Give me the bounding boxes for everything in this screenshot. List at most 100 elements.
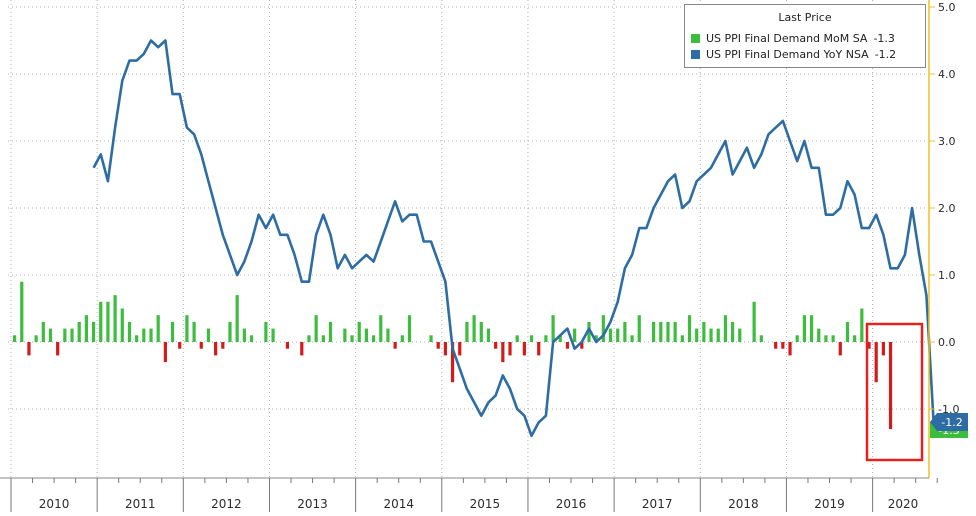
mom-bar — [673, 321, 677, 342]
mom-bar — [809, 315, 814, 342]
mom-bar — [271, 328, 275, 342]
legend-swatch-yoy — [691, 49, 700, 59]
x-tick-label: 2010 — [39, 497, 70, 511]
mom-bar — [537, 342, 541, 356]
mom-bar — [723, 315, 728, 342]
mom-bar — [156, 315, 160, 342]
legend-label-mom: US PPI Final Demand MoM SA — [706, 31, 868, 45]
mom-bar — [802, 315, 806, 342]
mom-bar — [472, 315, 476, 342]
mom-bar — [508, 342, 512, 356]
mom-bar — [666, 321, 670, 342]
y-tick-label: -1.0 — [938, 403, 959, 416]
mom-bar — [228, 321, 232, 342]
mom-bar — [824, 335, 828, 342]
mom-bar — [321, 335, 325, 342]
mom-bar — [680, 335, 684, 342]
mom-bar — [659, 321, 663, 342]
y-tick-label: 1.0 — [938, 269, 956, 282]
legend-title: Last Price — [778, 11, 832, 24]
mom-bar — [702, 321, 706, 342]
mom-bar — [400, 335, 404, 342]
mom-bar — [379, 315, 383, 342]
mom-bar — [716, 328, 720, 342]
mom-bar — [551, 315, 555, 342]
mom-bar — [458, 342, 462, 356]
mom-bar — [99, 301, 103, 342]
mom-bar — [41, 321, 45, 342]
mom-bar — [106, 301, 110, 342]
mom-bar — [788, 342, 792, 356]
mom-bar — [328, 321, 333, 342]
mom-bar — [364, 328, 369, 342]
mom-bar — [494, 342, 498, 349]
mom-bar — [206, 328, 211, 342]
mom-bar — [580, 342, 584, 349]
mom-bar — [594, 335, 598, 342]
mom-bar — [350, 335, 354, 342]
mom-bar — [149, 328, 153, 342]
mom-bar — [630, 335, 634, 342]
x-tick-label: 2014 — [383, 497, 414, 511]
mom-bar — [235, 295, 239, 342]
mom-bar — [695, 328, 699, 342]
mom-bar — [486, 328, 491, 342]
x-tick-label: 2015 — [470, 497, 501, 511]
y-tick-label: 2.0 — [938, 202, 956, 215]
mom-bar — [214, 342, 218, 356]
mom-bars — [12, 281, 893, 430]
mom-bar — [56, 342, 60, 356]
y-tick-label: 5.0 — [938, 1, 956, 14]
mom-bar — [170, 321, 175, 342]
mom-bar — [465, 321, 469, 342]
legend-label-yoy: US PPI Final Demand YoY NSA — [706, 47, 869, 61]
mom-bar — [838, 342, 842, 356]
mom-bar — [529, 335, 534, 342]
legend-item-mom: US PPI Final Demand MoM SA -1.3 — [691, 31, 895, 45]
mom-bar — [12, 335, 17, 342]
mom-bar — [178, 342, 182, 349]
mom-bar — [795, 335, 799, 342]
mom-bar — [48, 328, 53, 342]
y-axis: 5.0 4.0 3.0 2.0 1.0 0.0 -1.0 — [928, 0, 959, 478]
x-tick-label: 2017 — [642, 497, 673, 511]
mom-bar — [601, 315, 605, 342]
legend: Last Price US PPI Final Demand MoM SA -1… — [684, 4, 926, 68]
plot-background — [0, 0, 928, 478]
mom-bar — [544, 335, 548, 342]
mom-bar — [27, 342, 31, 356]
mom-bar — [709, 328, 713, 342]
mom-bar — [343, 328, 347, 342]
mom-bar — [429, 335, 433, 342]
mom-bar — [817, 328, 821, 342]
mom-bar — [687, 315, 692, 342]
legend-value-mom: -1.3 — [873, 31, 895, 45]
mom-bar — [163, 342, 167, 363]
mom-bar — [623, 321, 627, 342]
mom-bar — [752, 301, 756, 342]
mom-bar — [860, 308, 864, 342]
last-label-yoy: -1.2 — [930, 413, 968, 431]
mom-bar — [888, 342, 893, 430]
mom-bar — [443, 342, 447, 356]
mom-bar — [558, 335, 562, 342]
mom-bar — [730, 321, 735, 342]
x-tick-label: 2011 — [125, 497, 156, 511]
mom-bar — [393, 342, 397, 349]
mom-bar — [450, 342, 455, 383]
mom-bar — [63, 328, 67, 342]
mom-bar — [608, 328, 613, 342]
mom-bar — [192, 321, 196, 342]
mom-bar — [867, 342, 871, 349]
mom-bar — [113, 295, 117, 342]
mom-bar — [371, 335, 376, 342]
x-tick-label: 2013 — [297, 497, 328, 511]
mom-bar — [881, 342, 885, 356]
mom-bar — [135, 335, 139, 342]
mom-bar — [501, 342, 505, 363]
mom-bar — [249, 335, 254, 342]
mom-bar — [616, 328, 620, 342]
mom-bar — [264, 321, 268, 342]
mom-bar — [738, 328, 742, 342]
